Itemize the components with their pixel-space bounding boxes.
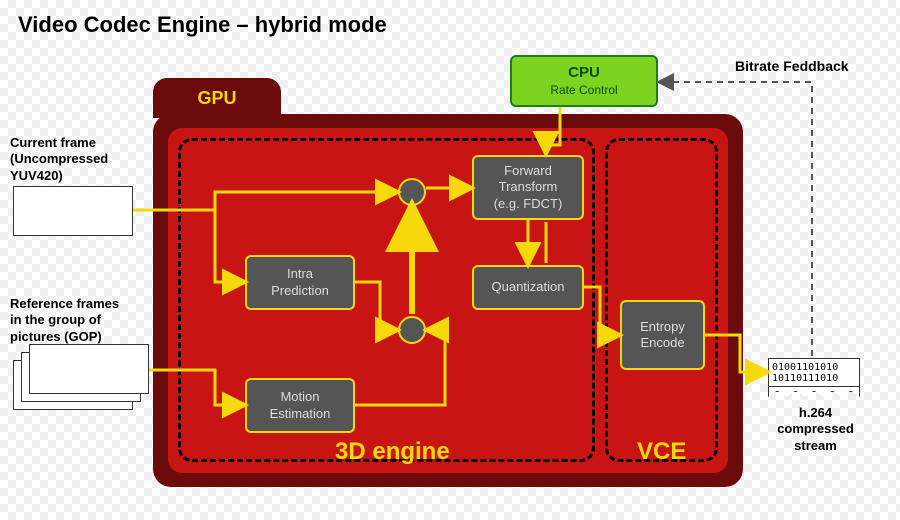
cpu-box: CPU Rate Control [510,55,658,107]
reference-frame-rect-1 [29,344,149,394]
output-bits-0: 01001101010 [772,362,856,373]
sum-junction-2 [398,316,426,344]
node-intra-prediction: Intra Prediction [245,255,355,310]
current-frame-label: Current frame (Uncompressed YUV420) [10,135,108,184]
sum-junction-1 [398,178,426,206]
output-bits-1: 10110111010 [772,373,856,384]
node-motion-estimation: Motion Estimation [245,378,355,433]
region-3d-engine-label: 3D engine [335,438,450,466]
region-vce-label: VCE [637,438,686,466]
reference-frames-label: Reference frames in the group of picture… [10,296,119,345]
output-bitstream: 01001101010 10110111010 [768,358,860,392]
node-quantization: Quantization [472,265,584,310]
gpu-label: GPU [197,88,236,109]
node-entropy-encode: Entropy Encode [620,300,705,370]
output-label: h.264 compressed stream [773,405,858,454]
cpu-title: CPU [568,64,600,83]
diagram-title: Video Codec Engine – hybrid mode [18,12,387,38]
bitrate-feedback-label: Bitrate Feddback [735,58,849,76]
current-frame-rect [13,186,133,236]
cpu-subtitle: Rate Control [550,83,617,98]
node-forward-transform: Forward Transform (e.g. FDCT) [472,155,584,220]
gpu-tab: GPU [153,78,281,118]
